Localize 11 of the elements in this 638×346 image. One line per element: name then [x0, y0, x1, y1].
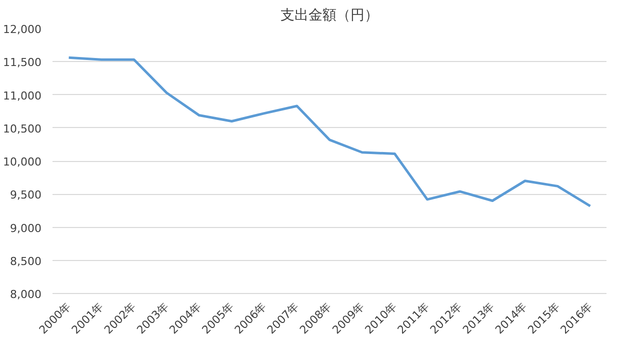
y-tick-label: 10,000	[3, 156, 42, 168]
y-tick-label: 9,500	[10, 188, 42, 202]
chart-title: 支出金額（円）	[280, 8, 378, 24]
y-tick-label: 10,500	[3, 122, 42, 136]
y-tick-label: 11,500	[3, 56, 42, 70]
y-tick-label: 8,500	[10, 254, 42, 268]
y-tick-label: 12,000	[3, 23, 42, 36]
y-tick-label: 8,000	[10, 288, 42, 301]
line-series	[68, 56, 592, 208]
y-tick-label: 9,000	[10, 222, 42, 235]
y-tick-label: 11,000	[3, 89, 42, 102]
